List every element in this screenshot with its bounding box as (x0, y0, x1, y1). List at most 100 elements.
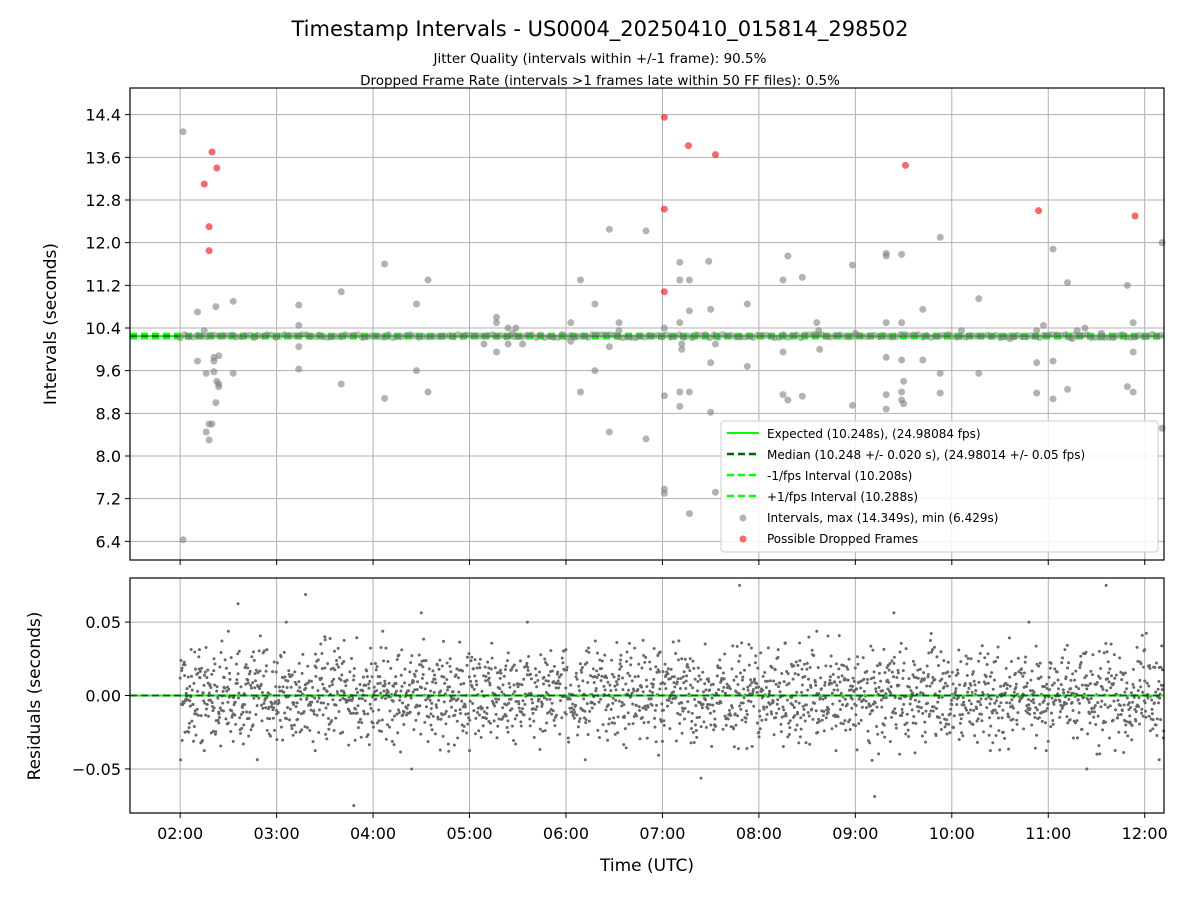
residual-point (512, 663, 516, 667)
residual-point (721, 689, 725, 693)
residual-point (522, 713, 526, 717)
residual-point (981, 730, 985, 734)
residual-point (635, 714, 639, 718)
residual-point (834, 662, 838, 666)
residual-point (354, 707, 358, 711)
residual-point (286, 679, 290, 683)
residual-point (529, 691, 533, 695)
interval-point (813, 319, 821, 327)
residual-point (946, 670, 950, 674)
residual-point (510, 724, 514, 728)
residual-point (792, 705, 796, 709)
residual-point (842, 663, 846, 667)
residual-point (319, 701, 323, 705)
residual-point (584, 718, 588, 722)
residual-point (961, 696, 965, 700)
residual-point (1116, 713, 1120, 717)
residual-point (1119, 712, 1123, 716)
residual-point (497, 697, 501, 701)
residual-point (671, 697, 675, 701)
residual-point (728, 687, 732, 691)
residual-point (802, 662, 806, 666)
residual-point (1028, 689, 1032, 693)
residual-point (925, 684, 929, 688)
residual-point (1033, 711, 1037, 715)
residual-point (500, 690, 504, 694)
residual-point (1003, 691, 1007, 695)
residual-point (342, 659, 346, 663)
residual-point (389, 666, 393, 670)
residual-point (848, 718, 852, 722)
interval-point (1073, 327, 1081, 335)
residual-point (1134, 719, 1138, 723)
residual-point (1097, 649, 1101, 653)
residual-point (213, 662, 217, 666)
residual-point (593, 702, 597, 706)
residual-point (192, 724, 196, 728)
residual-point (627, 688, 631, 692)
residual-point (192, 681, 196, 685)
interval-point (605, 428, 613, 436)
residual-point (460, 699, 464, 703)
residual-point (394, 689, 398, 693)
residual-point (930, 650, 934, 654)
residual-point (837, 634, 841, 638)
residual-point (247, 717, 251, 721)
residual-point (653, 725, 657, 729)
residual-point (1084, 650, 1088, 654)
residual-point (471, 667, 475, 671)
residual-point (375, 689, 379, 693)
dropped-frame-point (684, 142, 692, 150)
residual-point (952, 726, 956, 730)
residual-point (896, 668, 900, 672)
interval-point (798, 392, 806, 400)
residual-point (1140, 633, 1144, 637)
residual-point (544, 690, 548, 694)
residual-point (497, 717, 501, 721)
residual-point (742, 696, 746, 700)
residual-point (264, 669, 268, 673)
residual-point (242, 723, 246, 727)
residual-point (540, 702, 544, 706)
interval-point (210, 368, 218, 376)
residual-point (539, 653, 543, 657)
residual-point (277, 701, 281, 705)
residual-point (325, 737, 329, 741)
residual-point (904, 732, 908, 736)
residual-point (989, 697, 993, 701)
residual-point (347, 709, 351, 713)
residual-point (435, 663, 439, 667)
interval-point (711, 340, 719, 348)
residual-point (273, 728, 277, 732)
residual-point (878, 663, 882, 667)
residual-point (703, 642, 707, 646)
interval-point (576, 276, 584, 284)
residual-point (518, 682, 522, 686)
residual-point (443, 681, 447, 685)
residual-point (1107, 671, 1111, 675)
residual-point (767, 691, 771, 695)
dropped-frame-point (205, 223, 213, 231)
residual-point (451, 690, 455, 694)
residual-point (758, 727, 762, 731)
residual-point (673, 685, 677, 689)
residual-point (388, 709, 392, 713)
residual-point (719, 680, 723, 684)
residual-point (361, 675, 365, 679)
residual-point (382, 689, 386, 693)
residual-point (518, 659, 522, 663)
residual-point (474, 716, 478, 720)
residual-point (861, 656, 865, 660)
residual-point (588, 709, 592, 713)
residual-point (1135, 645, 1139, 649)
residual-point (781, 705, 785, 709)
residual-point (907, 685, 911, 689)
residual-point (882, 723, 886, 727)
residual-point (323, 635, 327, 639)
residual-point (366, 733, 370, 737)
residual-point (290, 673, 294, 677)
residual-point (1143, 648, 1147, 652)
residual-point (663, 682, 667, 686)
interval-point (512, 324, 520, 332)
residual-point (808, 742, 812, 746)
